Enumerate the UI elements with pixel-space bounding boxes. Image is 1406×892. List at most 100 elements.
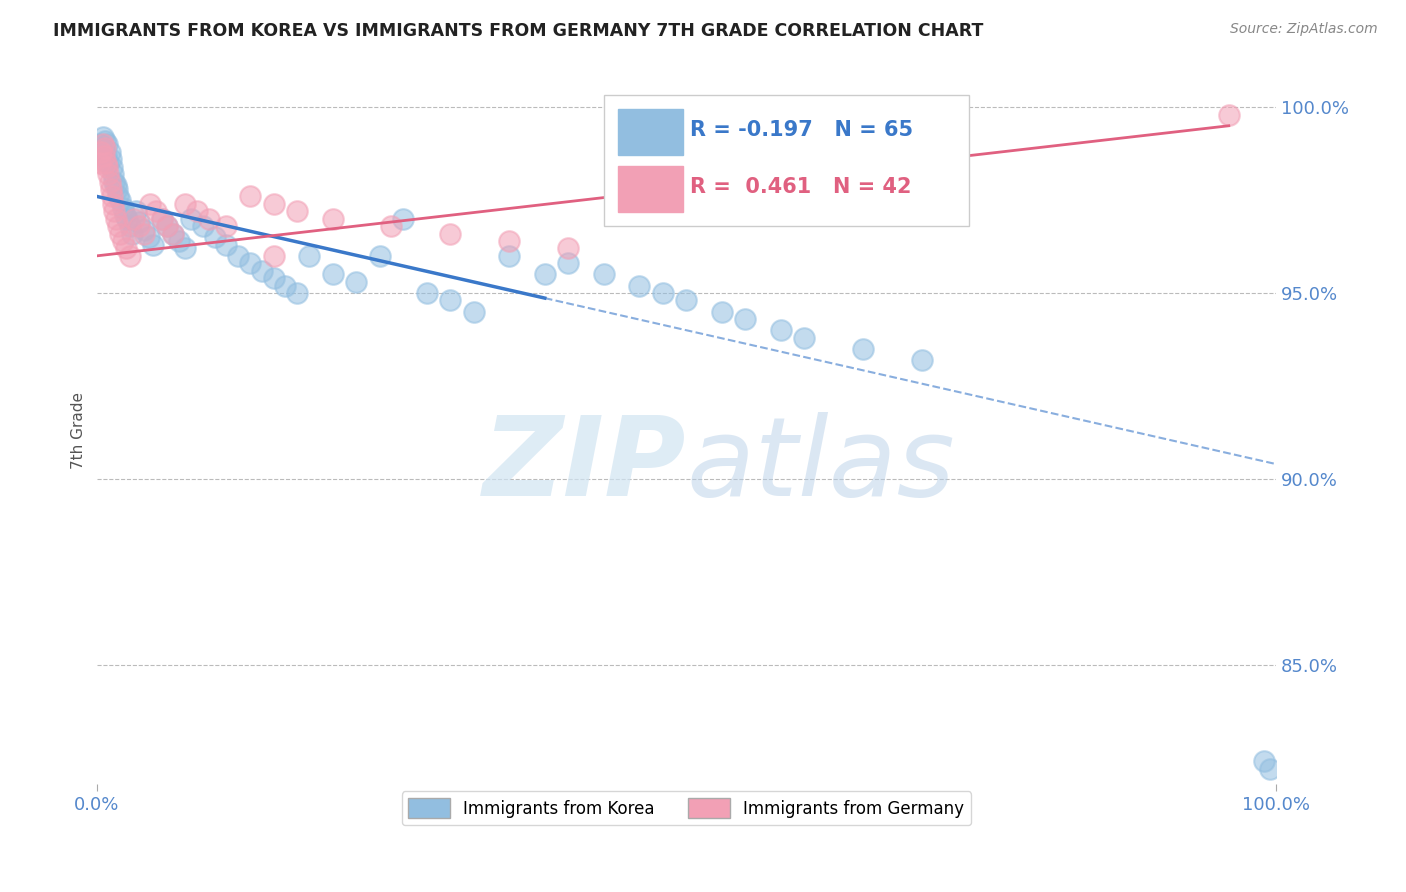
Point [533, 268, 555, 282]
Point [93, 141, 115, 155]
Point [1253, 755, 1275, 769]
Point [852, 342, 875, 356]
Point [117, 211, 139, 226]
FancyBboxPatch shape [617, 109, 683, 155]
Point [463, 304, 485, 318]
Text: IMMIGRANTS FROM KOREA VS IMMIGRANTS FROM GERMANY 7TH GRADE CORRELATION CHART: IMMIGRANTS FROM KOREA VS IMMIGRANTS FROM… [53, 22, 984, 40]
Legend: Immigrants from Korea, Immigrants from Germany: Immigrants from Korea, Immigrants from G… [402, 791, 972, 825]
Point [769, 323, 792, 337]
Point [204, 230, 226, 244]
Point [114, 208, 136, 222]
FancyBboxPatch shape [617, 166, 683, 211]
Point [104, 178, 127, 193]
Point [96, 137, 118, 152]
Point [101, 160, 124, 174]
Point [94, 148, 117, 162]
Point [498, 234, 520, 248]
Point [162, 227, 184, 241]
Text: R =  0.461   N = 42: R = 0.461 N = 42 [690, 177, 911, 197]
FancyBboxPatch shape [603, 95, 969, 226]
Point [89, 156, 111, 170]
Point [156, 219, 179, 234]
Point [215, 219, 238, 234]
Point [104, 211, 127, 226]
Point [91, 129, 114, 144]
Point [380, 219, 402, 234]
Point [416, 286, 439, 301]
Point [90, 145, 112, 159]
Point [150, 211, 173, 226]
Point [93, 148, 115, 162]
Point [162, 227, 184, 241]
Point [97, 167, 120, 181]
Point [439, 227, 461, 241]
Point [197, 211, 219, 226]
Y-axis label: 7th Grade: 7th Grade [72, 392, 86, 469]
Point [191, 219, 214, 234]
Point [145, 204, 167, 219]
Point [263, 197, 285, 211]
Point [110, 193, 132, 207]
Point [793, 331, 815, 345]
Point [111, 234, 134, 248]
Point [628, 278, 651, 293]
Point [89, 137, 111, 152]
Point [98, 175, 121, 189]
Point [118, 249, 141, 263]
Point [100, 182, 122, 196]
Point [321, 268, 343, 282]
Point [226, 249, 249, 263]
Point [592, 268, 614, 282]
Point [124, 204, 146, 219]
Point [101, 197, 124, 211]
Point [557, 242, 579, 256]
Point [96, 160, 118, 174]
Point [94, 156, 117, 170]
Point [94, 141, 117, 155]
Point [298, 249, 321, 263]
Point [167, 234, 190, 248]
Point [734, 312, 756, 326]
Text: atlas: atlas [686, 412, 955, 519]
Point [156, 219, 179, 234]
Point [1218, 107, 1240, 121]
Point [1258, 762, 1281, 776]
Point [118, 219, 141, 234]
Point [121, 227, 143, 241]
Point [103, 204, 125, 219]
Point [392, 211, 415, 226]
Point [150, 211, 173, 226]
Point [98, 145, 121, 159]
Point [142, 237, 165, 252]
Point [675, 293, 697, 308]
Point [186, 204, 208, 219]
Point [651, 286, 673, 301]
Point [90, 145, 112, 159]
Point [344, 275, 367, 289]
Point [103, 175, 125, 189]
Point [110, 227, 132, 241]
Point [250, 264, 273, 278]
Text: R = -0.197   N = 65: R = -0.197 N = 65 [690, 120, 912, 140]
Point [215, 237, 238, 252]
Point [911, 103, 934, 118]
Point [368, 249, 391, 263]
Point [263, 249, 285, 263]
Point [174, 197, 197, 211]
Point [107, 189, 129, 203]
Point [498, 249, 520, 263]
Point [101, 189, 124, 203]
Point [180, 211, 202, 226]
Point [321, 211, 343, 226]
Point [138, 197, 160, 211]
Text: Source: ZipAtlas.com: Source: ZipAtlas.com [1230, 22, 1378, 37]
Point [132, 223, 155, 237]
Point [138, 230, 160, 244]
Point [91, 137, 114, 152]
Point [107, 219, 129, 234]
Point [94, 134, 117, 148]
Point [100, 152, 122, 166]
Point [239, 189, 262, 203]
Point [174, 242, 197, 256]
Point [239, 256, 262, 270]
